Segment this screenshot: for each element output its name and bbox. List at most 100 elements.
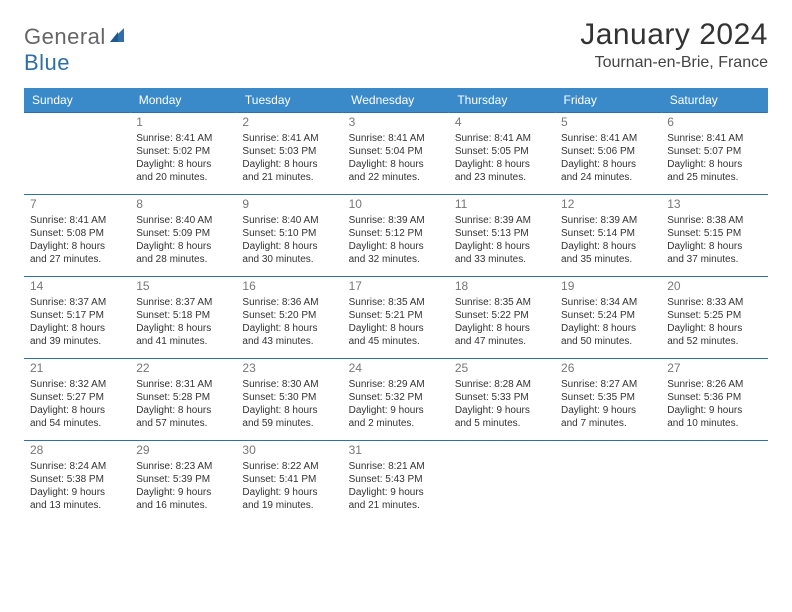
sunrise-line: Sunrise: 8:30 AM bbox=[242, 378, 336, 391]
brand-logo-text: GeneralBlue bbox=[24, 24, 126, 76]
daylight-line: Daylight: 9 hours and 10 minutes. bbox=[667, 404, 761, 430]
sunrise-line: Sunrise: 8:33 AM bbox=[667, 296, 761, 309]
day-number: 7 bbox=[30, 197, 124, 213]
calendar-cell: 31Sunrise: 8:21 AMSunset: 5:43 PMDayligh… bbox=[343, 441, 449, 523]
calendar-cell: 4Sunrise: 8:41 AMSunset: 5:05 PMDaylight… bbox=[449, 113, 555, 195]
daylight-line: Daylight: 9 hours and 5 minutes. bbox=[455, 404, 549, 430]
daylight-line: Daylight: 8 hours and 52 minutes. bbox=[667, 322, 761, 348]
sunset-line: Sunset: 5:09 PM bbox=[136, 227, 230, 240]
daylight-line: Daylight: 8 hours and 39 minutes. bbox=[30, 322, 124, 348]
sunset-line: Sunset: 5:06 PM bbox=[561, 145, 655, 158]
sunset-line: Sunset: 5:12 PM bbox=[349, 227, 443, 240]
sunset-line: Sunset: 5:35 PM bbox=[561, 391, 655, 404]
sunset-line: Sunset: 5:13 PM bbox=[455, 227, 549, 240]
sunset-line: Sunset: 5:04 PM bbox=[349, 145, 443, 158]
calendar-table: SundayMondayTuesdayWednesdayThursdayFrid… bbox=[24, 88, 768, 523]
sunrise-line: Sunrise: 8:40 AM bbox=[242, 214, 336, 227]
calendar-cell bbox=[555, 441, 661, 523]
daylight-line: Daylight: 8 hours and 35 minutes. bbox=[561, 240, 655, 266]
day-number: 21 bbox=[30, 361, 124, 377]
daylight-line: Daylight: 8 hours and 59 minutes. bbox=[242, 404, 336, 430]
calendar-cell: 17Sunrise: 8:35 AMSunset: 5:21 PMDayligh… bbox=[343, 277, 449, 359]
calendar-row: 28Sunrise: 8:24 AMSunset: 5:38 PMDayligh… bbox=[24, 441, 768, 523]
daylight-line: Daylight: 8 hours and 25 minutes. bbox=[667, 158, 761, 184]
calendar-cell: 5Sunrise: 8:41 AMSunset: 5:06 PMDaylight… bbox=[555, 113, 661, 195]
daylight-line: Daylight: 8 hours and 22 minutes. bbox=[349, 158, 443, 184]
day-number: 8 bbox=[136, 197, 230, 213]
daylight-line: Daylight: 9 hours and 19 minutes. bbox=[242, 486, 336, 512]
calendar-cell: 9Sunrise: 8:40 AMSunset: 5:10 PMDaylight… bbox=[236, 195, 342, 277]
weekday-header-thursday: Thursday bbox=[449, 88, 555, 113]
calendar-cell: 22Sunrise: 8:31 AMSunset: 5:28 PMDayligh… bbox=[130, 359, 236, 441]
calendar-location: Tournan-en-Brie, France bbox=[580, 54, 768, 72]
sunrise-line: Sunrise: 8:32 AM bbox=[30, 378, 124, 391]
sunset-line: Sunset: 5:30 PM bbox=[242, 391, 336, 404]
daylight-line: Daylight: 8 hours and 41 minutes. bbox=[136, 322, 230, 348]
calendar-cell: 10Sunrise: 8:39 AMSunset: 5:12 PMDayligh… bbox=[343, 195, 449, 277]
calendar-cell: 25Sunrise: 8:28 AMSunset: 5:33 PMDayligh… bbox=[449, 359, 555, 441]
daylight-line: Daylight: 8 hours and 47 minutes. bbox=[455, 322, 549, 348]
brand-logo: GeneralBlue bbox=[24, 24, 126, 76]
weekday-header-sunday: Sunday bbox=[24, 88, 130, 113]
sunrise-line: Sunrise: 8:41 AM bbox=[136, 132, 230, 145]
calendar-cell: 19Sunrise: 8:34 AMSunset: 5:24 PMDayligh… bbox=[555, 277, 661, 359]
sunrise-line: Sunrise: 8:41 AM bbox=[349, 132, 443, 145]
daylight-line: Daylight: 8 hours and 57 minutes. bbox=[136, 404, 230, 430]
sunrise-line: Sunrise: 8:37 AM bbox=[30, 296, 124, 309]
calendar-cell: 2Sunrise: 8:41 AMSunset: 5:03 PMDaylight… bbox=[236, 113, 342, 195]
calendar-body: 1Sunrise: 8:41 AMSunset: 5:02 PMDaylight… bbox=[24, 113, 768, 523]
day-number: 29 bbox=[136, 443, 230, 459]
calendar-cell bbox=[449, 441, 555, 523]
day-number: 14 bbox=[30, 279, 124, 295]
calendar-cell: 27Sunrise: 8:26 AMSunset: 5:36 PMDayligh… bbox=[661, 359, 767, 441]
daylight-line: Daylight: 8 hours and 30 minutes. bbox=[242, 240, 336, 266]
calendar-row: 14Sunrise: 8:37 AMSunset: 5:17 PMDayligh… bbox=[24, 277, 768, 359]
sunrise-line: Sunrise: 8:39 AM bbox=[455, 214, 549, 227]
sunrise-line: Sunrise: 8:38 AM bbox=[667, 214, 761, 227]
calendar-cell: 26Sunrise: 8:27 AMSunset: 5:35 PMDayligh… bbox=[555, 359, 661, 441]
calendar-weekday-header: SundayMondayTuesdayWednesdayThursdayFrid… bbox=[24, 88, 768, 113]
day-number: 6 bbox=[667, 115, 761, 131]
sunrise-line: Sunrise: 8:41 AM bbox=[30, 214, 124, 227]
sunset-line: Sunset: 5:10 PM bbox=[242, 227, 336, 240]
day-number: 30 bbox=[242, 443, 336, 459]
calendar-cell: 18Sunrise: 8:35 AMSunset: 5:22 PMDayligh… bbox=[449, 277, 555, 359]
sunset-line: Sunset: 5:05 PM bbox=[455, 145, 549, 158]
daylight-line: Daylight: 8 hours and 54 minutes. bbox=[30, 404, 124, 430]
calendar-title: January 2024 bbox=[580, 18, 768, 52]
weekday-header-saturday: Saturday bbox=[661, 88, 767, 113]
day-number: 19 bbox=[561, 279, 655, 295]
day-number: 26 bbox=[561, 361, 655, 377]
sunrise-line: Sunrise: 8:36 AM bbox=[242, 296, 336, 309]
calendar-cell: 24Sunrise: 8:29 AMSunset: 5:32 PMDayligh… bbox=[343, 359, 449, 441]
sunset-line: Sunset: 5:24 PM bbox=[561, 309, 655, 322]
sunset-line: Sunset: 5:08 PM bbox=[30, 227, 124, 240]
daylight-line: Daylight: 8 hours and 21 minutes. bbox=[242, 158, 336, 184]
day-number: 1 bbox=[136, 115, 230, 131]
sunset-line: Sunset: 5:39 PM bbox=[136, 473, 230, 486]
calendar-cell: 14Sunrise: 8:37 AMSunset: 5:17 PMDayligh… bbox=[24, 277, 130, 359]
sunset-line: Sunset: 5:41 PM bbox=[242, 473, 336, 486]
day-number: 13 bbox=[667, 197, 761, 213]
sunrise-line: Sunrise: 8:39 AM bbox=[561, 214, 655, 227]
daylight-line: Daylight: 8 hours and 27 minutes. bbox=[30, 240, 124, 266]
daylight-line: Daylight: 8 hours and 45 minutes. bbox=[349, 322, 443, 348]
day-number: 17 bbox=[349, 279, 443, 295]
sunset-line: Sunset: 5:25 PM bbox=[667, 309, 761, 322]
day-number: 12 bbox=[561, 197, 655, 213]
calendar-cell: 3Sunrise: 8:41 AMSunset: 5:04 PMDaylight… bbox=[343, 113, 449, 195]
daylight-line: Daylight: 8 hours and 23 minutes. bbox=[455, 158, 549, 184]
calendar-cell: 28Sunrise: 8:24 AMSunset: 5:38 PMDayligh… bbox=[24, 441, 130, 523]
sunset-line: Sunset: 5:38 PM bbox=[30, 473, 124, 486]
sunrise-line: Sunrise: 8:35 AM bbox=[455, 296, 549, 309]
title-block: January 2024 Tournan-en-Brie, France bbox=[580, 18, 768, 72]
sunset-line: Sunset: 5:03 PM bbox=[242, 145, 336, 158]
sunrise-line: Sunrise: 8:21 AM bbox=[349, 460, 443, 473]
sunset-line: Sunset: 5:27 PM bbox=[30, 391, 124, 404]
sunrise-line: Sunrise: 8:41 AM bbox=[455, 132, 549, 145]
sunrise-line: Sunrise: 8:22 AM bbox=[242, 460, 336, 473]
sunrise-line: Sunrise: 8:41 AM bbox=[667, 132, 761, 145]
sunset-line: Sunset: 5:07 PM bbox=[667, 145, 761, 158]
calendar-cell bbox=[661, 441, 767, 523]
daylight-line: Daylight: 9 hours and 21 minutes. bbox=[349, 486, 443, 512]
